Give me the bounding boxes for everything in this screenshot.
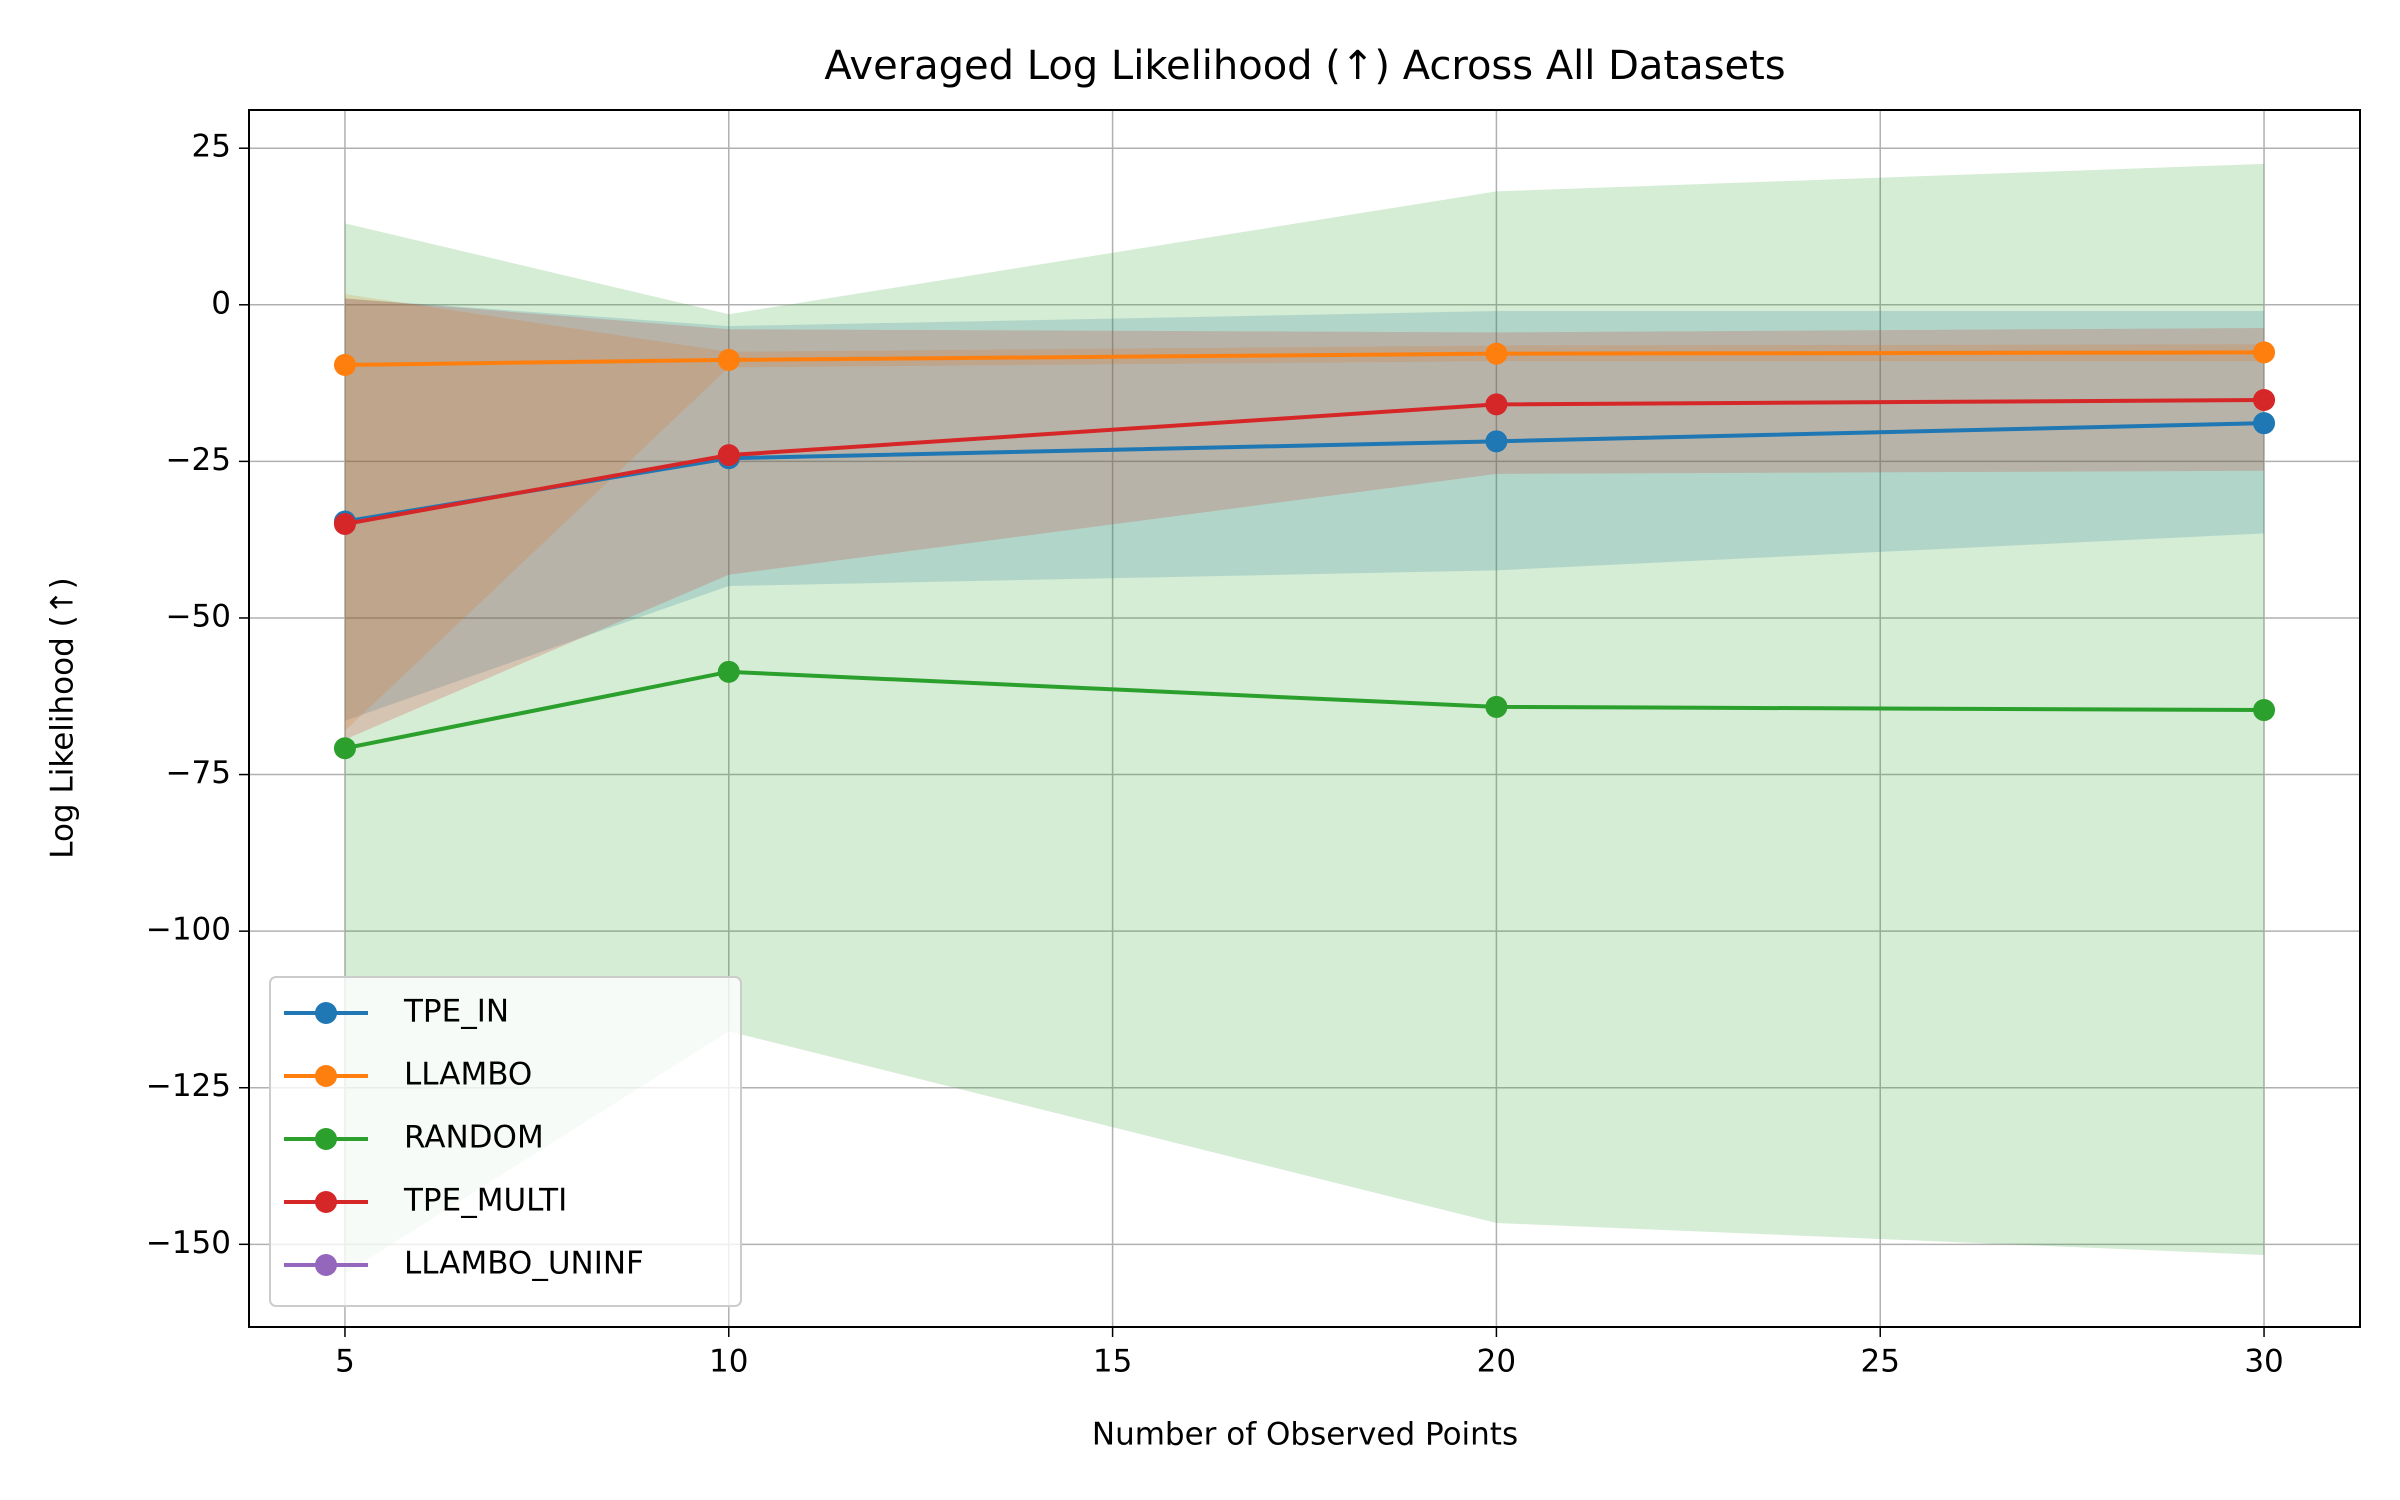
y-tick-label: −150 [146,1225,231,1261]
x-tick-label: 5 [335,1344,355,1380]
data-point [333,513,356,536]
legend-label: TPE_IN [403,994,509,1030]
y-tick-label: −50 [166,598,231,634]
y-tick-label: −25 [166,442,231,478]
chart-title: Averaged Log Likelihood (↑) Across All D… [824,43,1785,89]
series-line [344,669,2265,751]
plot-frame [248,109,2361,1328]
series-line [344,398,2265,526]
data-point [717,348,740,371]
y-tick-label: −100 [146,912,231,948]
y-tick-label: 25 [192,129,231,165]
legend-box [269,976,742,1307]
error-band [344,163,2265,1274]
x-tick-label: 25 [1861,1344,1900,1380]
data-point [1485,695,1508,718]
legend-marker [315,1254,337,1276]
data-point [333,737,356,760]
error-band [344,298,2265,740]
data-point [2253,699,2276,722]
legend-marker [315,1065,337,1087]
x-tick-label: 10 [709,1344,748,1380]
data-point [1485,342,1508,365]
legend-label: RANDOM [404,1120,544,1156]
x-tick-label: 30 [2244,1344,2283,1380]
legend-marker [315,1128,337,1150]
x-tick-label: 15 [1093,1344,1132,1380]
legend-label: LLAMBO_UNINF [404,1246,644,1282]
y-axis-label: Log Likelihood (↑) [45,577,81,859]
data-point [717,444,740,467]
legend-label: LLAMBO [404,1057,532,1093]
data-point [2253,389,2276,412]
series-line [344,350,2265,367]
data-point [717,660,740,683]
data-point [2253,412,2276,435]
error-band [344,294,2265,731]
y-tick-label: 0 [211,285,231,321]
legend-marker [315,1002,337,1024]
y-tick-label: −75 [166,755,231,791]
legend-label: TPE_MULTI [403,1183,567,1219]
data-point [1485,430,1508,453]
data-point [333,353,356,376]
legend-marker [315,1191,337,1213]
data-point [2253,341,2276,364]
x-axis-label: Number of Observed Points [1092,1417,1518,1453]
x-tick-label: 20 [1477,1344,1516,1380]
data-point [1485,393,1508,416]
y-tick-label: −125 [146,1068,231,1104]
